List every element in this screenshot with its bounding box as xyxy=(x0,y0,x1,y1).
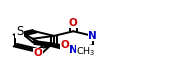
Text: N: N xyxy=(88,31,97,41)
Text: O: O xyxy=(34,48,42,58)
Text: CH$_3$: CH$_3$ xyxy=(76,45,96,58)
Text: S: S xyxy=(16,25,23,38)
Text: O: O xyxy=(60,40,69,50)
Text: N: N xyxy=(69,45,78,55)
Text: O: O xyxy=(69,18,78,28)
